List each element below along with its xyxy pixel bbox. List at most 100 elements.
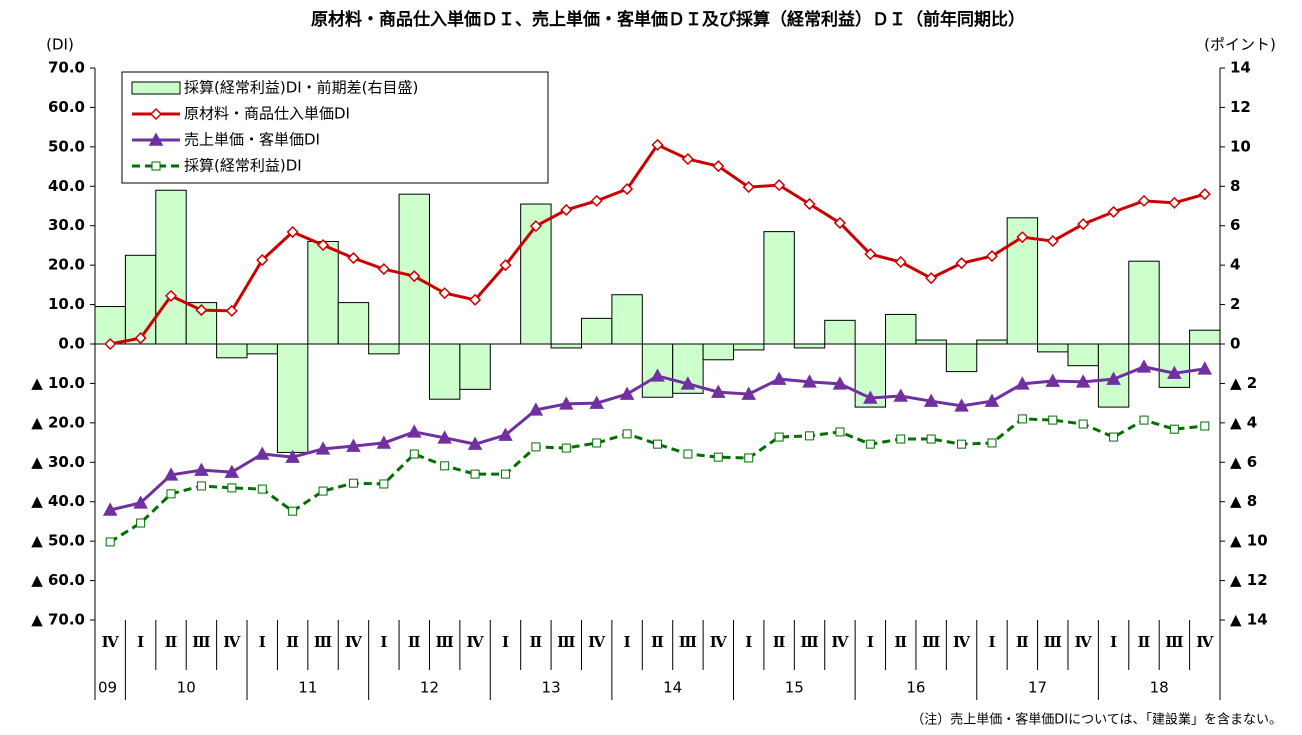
- marker: [500, 469, 510, 479]
- marker: [379, 479, 389, 489]
- bar: [1037, 343, 1069, 353]
- x-tick-label: Ⅲ: [1165, 633, 1183, 651]
- marker: [1045, 373, 1061, 387]
- marker: [653, 439, 662, 449]
- year-label: 10: [177, 679, 196, 697]
- marker: [531, 442, 541, 452]
- marker: [835, 427, 845, 437]
- x-tick-label: Ⅱ: [1138, 633, 1151, 651]
- marker: [681, 153, 694, 166]
- marker: [1139, 415, 1149, 425]
- y-tick-label: ▲ 10.0: [31, 374, 85, 392]
- marker: [592, 438, 602, 448]
- x-tick-label: Ⅰ: [380, 633, 387, 651]
- marker: [195, 304, 208, 317]
- y2-tick-label: 6: [1230, 216, 1240, 234]
- marker: [771, 371, 787, 385]
- x-tick-label: Ⅲ: [557, 633, 575, 651]
- marker: [865, 439, 875, 449]
- x-tick-label: Ⅳ: [1075, 633, 1093, 651]
- x-tick-label: Ⅱ: [894, 633, 907, 651]
- bar: [368, 343, 400, 355]
- bar: [1189, 329, 1221, 345]
- marker: [196, 481, 206, 491]
- marker: [134, 332, 147, 345]
- chart-title: 原材料・商品仕入単価ＤＩ、売上単価・客単価ＤＩ及び採算（経常利益）ＤＩ（前年同期…: [311, 9, 1025, 30]
- marker: [1107, 205, 1120, 218]
- marker: [621, 182, 634, 196]
- marker: [683, 449, 693, 459]
- marker: [774, 432, 784, 442]
- y-tick-label: ▲ 60.0: [31, 571, 85, 589]
- marker: [499, 259, 512, 272]
- legend-swatch: [131, 81, 181, 95]
- y2-tick-label: 12: [1230, 98, 1251, 116]
- year-label: 17: [1028, 679, 1047, 697]
- marker: [894, 255, 907, 269]
- year-label: 16: [906, 679, 925, 697]
- marker: [773, 179, 786, 192]
- year-label: 11: [298, 679, 317, 697]
- bar: [611, 294, 643, 345]
- lines: [102, 138, 1213, 547]
- marker: [619, 386, 635, 400]
- bar: [945, 343, 978, 373]
- bar: [702, 343, 735, 361]
- marker: [955, 257, 968, 270]
- y2-tick-label: ▲ 10: [1230, 532, 1268, 550]
- marker: [984, 393, 1000, 407]
- marker: [225, 304, 238, 317]
- marker: [712, 160, 725, 173]
- marker: [742, 181, 755, 194]
- y2-tick-label: ▲ 12: [1230, 571, 1268, 589]
- marker: [151, 161, 161, 171]
- x-tick-label: Ⅲ: [922, 633, 940, 651]
- marker: [1016, 231, 1029, 244]
- marker: [227, 483, 237, 493]
- marker: [529, 220, 542, 233]
- x-tick-label: Ⅰ: [745, 633, 752, 651]
- marker: [833, 216, 846, 230]
- bar: [398, 193, 430, 345]
- marker: [469, 293, 482, 306]
- bar: [885, 313, 917, 345]
- marker: [286, 225, 299, 239]
- bar: [337, 302, 370, 345]
- marker: [102, 502, 118, 516]
- bar: [307, 240, 339, 345]
- marker: [560, 203, 573, 217]
- marker: [1106, 371, 1121, 385]
- marker: [254, 446, 270, 460]
- x-tick-label: Ⅰ: [259, 633, 266, 651]
- year-label: 09: [98, 679, 117, 697]
- x-tick-label: Ⅲ: [192, 633, 210, 651]
- marker: [1197, 361, 1213, 375]
- marker: [528, 402, 544, 416]
- marker: [1077, 218, 1090, 231]
- marker: [437, 430, 452, 444]
- x-tick-label: Ⅳ: [345, 633, 363, 651]
- x-tick-label: Ⅲ: [1044, 633, 1062, 651]
- y2-tick-label: 4: [1230, 256, 1240, 274]
- year-label: 13: [542, 679, 561, 697]
- x-tick-label: Ⅳ: [223, 633, 241, 651]
- x-tick-label: Ⅰ: [624, 633, 631, 651]
- marker: [376, 435, 392, 449]
- y2-tick-label: 8: [1230, 177, 1240, 195]
- marker: [985, 250, 999, 263]
- bar: [1128, 260, 1160, 345]
- x-tick-label: Ⅰ: [988, 633, 995, 651]
- bar: [459, 343, 491, 390]
- marker: [438, 287, 451, 300]
- marker: [864, 248, 877, 261]
- y-tick-label: 20.0: [48, 256, 85, 274]
- marker: [803, 197, 816, 211]
- marker: [257, 484, 267, 494]
- legend-box: [121, 71, 549, 184]
- x-tick-label: Ⅱ: [286, 633, 299, 651]
- marker: [348, 478, 358, 488]
- marker: [650, 368, 665, 382]
- bar: [550, 343, 582, 349]
- marker: [285, 449, 300, 463]
- y2-tick-label: ▲ 14: [1230, 611, 1268, 629]
